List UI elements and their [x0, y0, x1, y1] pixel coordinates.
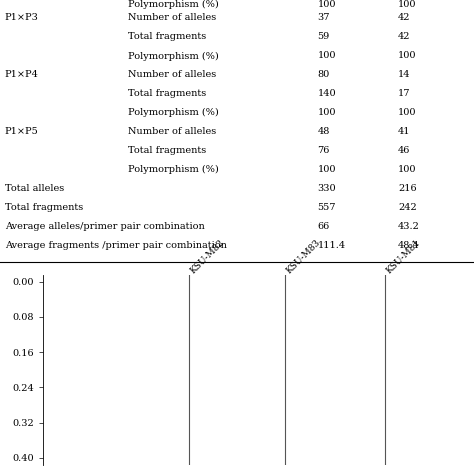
Text: 37: 37 — [318, 13, 330, 22]
Text: 100: 100 — [318, 0, 336, 9]
Text: 41: 41 — [398, 127, 410, 136]
Text: 100: 100 — [318, 51, 336, 60]
Text: KSU-M82: KSU-M82 — [189, 237, 226, 275]
Text: 216: 216 — [398, 184, 417, 193]
Text: P1×P4: P1×P4 — [5, 70, 38, 79]
Text: Polymorphism (%): Polymorphism (%) — [128, 165, 219, 174]
Text: Total alleles: Total alleles — [5, 184, 64, 193]
Text: 42: 42 — [398, 32, 410, 41]
Text: 100: 100 — [318, 108, 336, 117]
Text: Total fragments: Total fragments — [128, 146, 206, 155]
Text: 48.4: 48.4 — [398, 241, 420, 250]
Text: 42: 42 — [398, 13, 410, 22]
Text: Total fragments: Total fragments — [128, 89, 206, 98]
Text: 100: 100 — [398, 108, 417, 117]
Text: Polymorphism (%): Polymorphism (%) — [128, 0, 219, 9]
Text: 59: 59 — [318, 32, 330, 41]
Text: 557: 557 — [318, 203, 336, 212]
Text: 17: 17 — [398, 89, 410, 98]
Text: 111.4: 111.4 — [318, 241, 346, 250]
Text: 80: 80 — [318, 70, 330, 79]
Text: Average fragments /primer pair combination: Average fragments /primer pair combinati… — [5, 241, 227, 250]
Text: KSU-M81: KSU-M81 — [385, 237, 422, 275]
Text: 100: 100 — [398, 0, 417, 9]
Text: Total fragments: Total fragments — [5, 203, 83, 212]
Text: 43.2: 43.2 — [398, 222, 420, 231]
Text: Polymorphism (%): Polymorphism (%) — [128, 51, 219, 61]
Text: KSU-M83: KSU-M83 — [284, 237, 322, 275]
Text: 330: 330 — [318, 184, 336, 193]
Text: 100: 100 — [398, 165, 417, 174]
Text: 14: 14 — [398, 70, 410, 79]
Text: 242: 242 — [398, 203, 417, 212]
Text: P1×P3: P1×P3 — [5, 13, 38, 22]
Text: Number of alleles: Number of alleles — [128, 70, 216, 79]
Text: 76: 76 — [318, 146, 330, 155]
Text: 48: 48 — [318, 127, 330, 136]
Text: 66: 66 — [318, 222, 330, 231]
Text: 100: 100 — [398, 51, 417, 60]
Text: Total fragments: Total fragments — [128, 32, 206, 41]
Text: P1×P5: P1×P5 — [5, 127, 38, 136]
Text: Number of alleles: Number of alleles — [128, 127, 216, 136]
Text: Polymorphism (%): Polymorphism (%) — [128, 108, 219, 118]
Text: 100: 100 — [318, 165, 336, 174]
Text: 140: 140 — [318, 89, 336, 98]
Text: 46: 46 — [398, 146, 410, 155]
Text: Average alleles/primer pair combination: Average alleles/primer pair combination — [5, 222, 204, 231]
Text: Number of alleles: Number of alleles — [128, 13, 216, 22]
